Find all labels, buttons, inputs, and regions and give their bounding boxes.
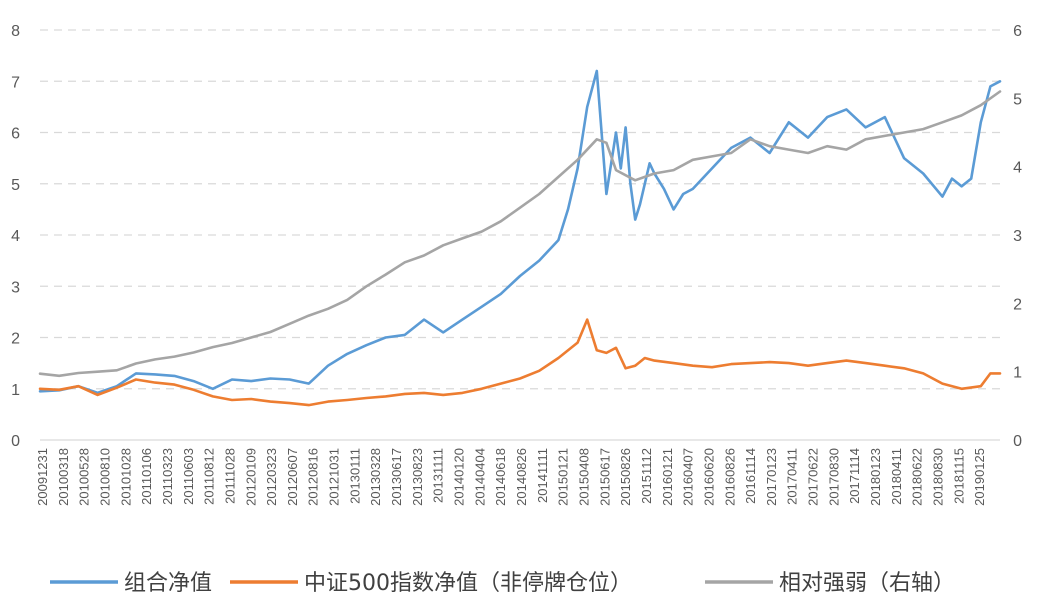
x-tick-label: 20120323	[264, 448, 279, 506]
left-y-tick-label: 5	[11, 177, 20, 194]
right-y-tick-label: 1	[1013, 365, 1022, 382]
gridlines	[40, 29, 1000, 390]
x-tick-label: 20170411	[785, 448, 800, 505]
right-y-tick-label: 2	[1013, 296, 1022, 313]
x-tick-label: 20170123	[764, 448, 779, 506]
legend-label-1: 组合净值	[124, 571, 212, 596]
x-tick-label: 20131111	[431, 448, 446, 503]
x-tick-label: 20130617	[389, 448, 404, 506]
x-tick-label: 20160407	[681, 448, 696, 506]
x-tick-label: 20100318	[56, 448, 71, 506]
x-tick-label: 20140826	[514, 448, 529, 506]
x-tick-label: 20150408	[576, 448, 591, 506]
x-tick-label: 20110106	[139, 448, 154, 505]
right-y-tick-label: 3	[1013, 228, 1022, 245]
left-y-tick-label: 4	[11, 228, 20, 245]
x-tick-label: 20161114	[743, 448, 758, 504]
x-tick-label: 20130823	[410, 448, 425, 506]
x-tick-label: 20130111	[347, 448, 362, 504]
legend-label-2: 中证500指数净值（非停牌仓位）	[304, 571, 632, 596]
series-line-3	[38, 90, 1002, 378]
x-tick-label: 20160826	[722, 448, 737, 506]
left-y-tick-label: 7	[11, 74, 20, 91]
x-tick-label: 20091231	[35, 448, 50, 506]
left-y-tick-label: 1	[11, 382, 20, 399]
x-tick-label: 20110323	[160, 448, 175, 505]
right-y-tick-label: 5	[1013, 91, 1022, 108]
x-tick-label: 20100528	[77, 448, 92, 506]
x-tick-label: 20101028	[118, 448, 133, 506]
left-y-tick-label: 3	[11, 279, 20, 296]
legend: 组合净值 中证500指数净值（非停牌仓位） 相对强弱（右轴）	[50, 571, 955, 596]
left-y-tick-label: 0	[11, 433, 20, 450]
x-tick-label: 20110603	[181, 448, 196, 505]
x-tick-label: 20100810	[97, 448, 112, 506]
x-tick-label: 20180830	[931, 448, 946, 506]
right-y-tick-label: 4	[1013, 160, 1022, 177]
right-y-tick-label: 6	[1013, 23, 1022, 40]
x-tick-label: 20160121	[660, 448, 675, 506]
x-tick-label: 20150617	[597, 448, 612, 506]
series-line-1	[38, 69, 1002, 395]
x-tick-label: 20180622	[910, 448, 925, 506]
right-y-axis: 0 1 2 3 4 5 6	[1013, 23, 1022, 450]
right-y-tick-label: 0	[1013, 433, 1022, 450]
x-tick-label: 20111028	[222, 448, 237, 504]
x-tick-label: 20171114	[847, 448, 862, 504]
left-y-tick-label: 6	[11, 126, 20, 143]
series-layer	[38, 69, 1002, 407]
x-tick-label: 20190125	[972, 448, 987, 506]
x-tick-label: 20120109	[243, 448, 258, 506]
x-tick-label: 20150826	[618, 448, 633, 506]
x-tick-label: 20170622	[806, 448, 821, 506]
x-tick-label: 20110812	[202, 448, 217, 505]
x-tick-label: 20180123	[868, 448, 883, 506]
x-tick-label: 20170830	[826, 448, 841, 506]
x-tick-label: 20121031	[327, 448, 342, 506]
x-tick-label: 20160620	[701, 448, 716, 506]
left-y-tick-label: 2	[11, 331, 20, 348]
x-tick-label: 20140618	[493, 448, 508, 506]
x-tick-label: 20150121	[556, 448, 571, 506]
x-tick-label: 20120607	[285, 448, 300, 506]
left-y-tick-label: 8	[11, 23, 20, 40]
x-tick-label: 20180411	[889, 448, 904, 505]
legend-label-3: 相对强弱（右轴）	[779, 571, 955, 596]
x-axis: 20091231 20100318 20100528 20100810 20101028…	[35, 439, 1000, 506]
x-tick-label: 20151112	[639, 448, 654, 504]
x-tick-label: 20120816	[306, 448, 321, 506]
left-y-axis: 0 1 2 3 4 5 6 7 8	[11, 23, 20, 450]
x-tick-label: 20181115	[951, 448, 966, 504]
series-line-2	[38, 318, 1002, 407]
x-tick-label: 20130328	[368, 448, 383, 506]
x-tick-label: 20140404	[472, 448, 487, 506]
x-tick-label: 20140120	[452, 448, 467, 506]
x-tick-label: 20141111	[535, 448, 550, 503]
